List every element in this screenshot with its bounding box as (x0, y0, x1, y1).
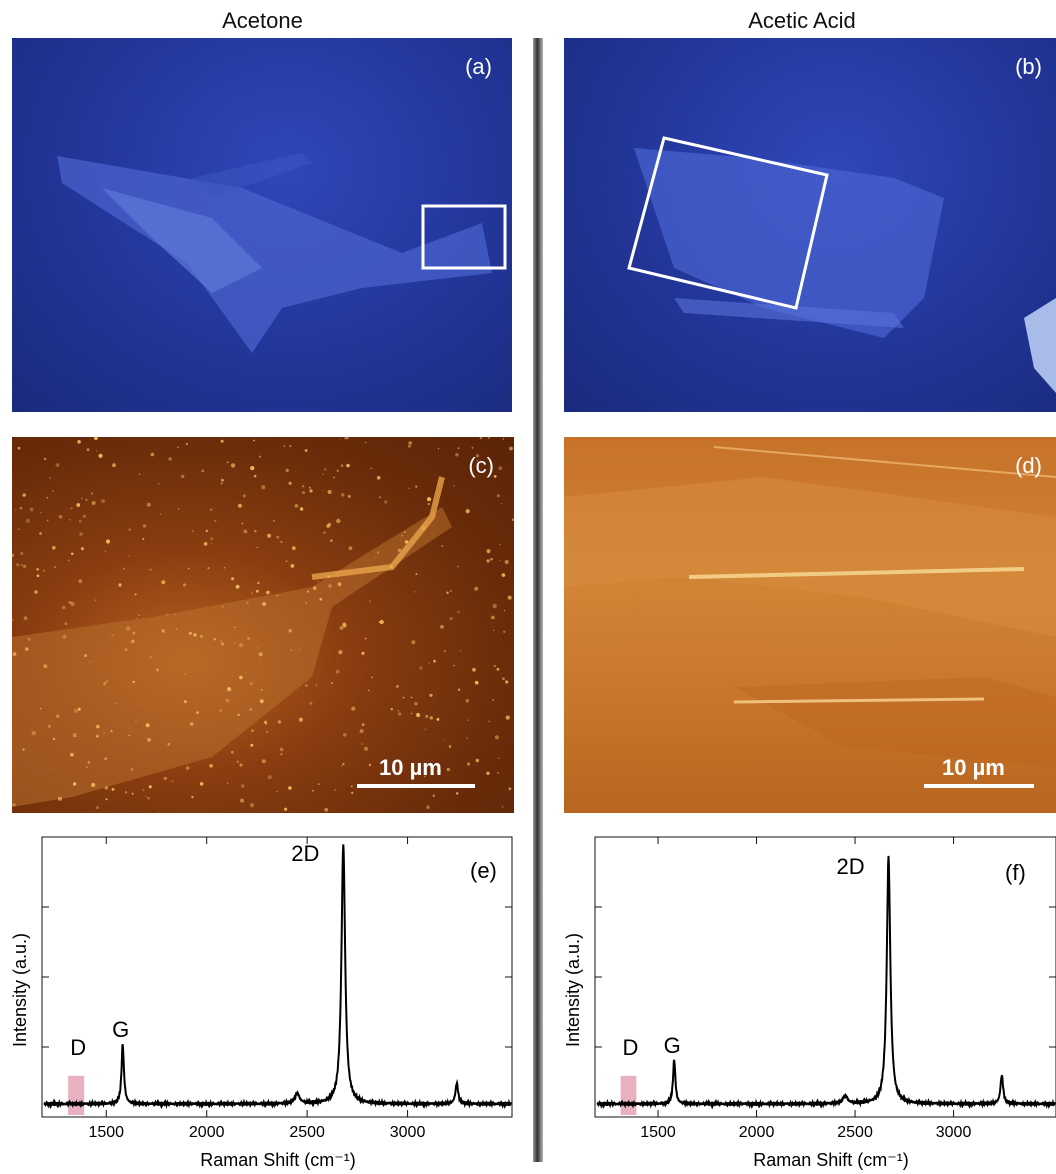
panel-label-f: (f) (1005, 860, 1026, 885)
raman-chart-f: Intensity (a.u.) Raman Shift (cm⁻¹) (f) … (563, 836, 1056, 1170)
x-tick-label: 2000 (189, 1124, 225, 1141)
panel-a-optical-image: (a) (12, 38, 512, 412)
peak-label-2d: 2D (291, 841, 319, 866)
plot-frame (41, 836, 513, 1118)
scale-bar-label-c: 10 µm (379, 755, 442, 780)
panel-label-c: (c) (468, 453, 494, 478)
flake-image-b (627, 136, 1056, 393)
peak-label-d: D (70, 1035, 86, 1060)
x-tick-label: 2000 (739, 1124, 775, 1141)
panel-label-a: (a) (465, 54, 492, 79)
afm-flake-d (564, 446, 1056, 767)
panel-label-e: (e) (470, 858, 497, 883)
panel-label-d: (d) (1015, 453, 1042, 478)
zoom-box-b (627, 136, 829, 310)
x-axis-label-e: Raman Shift (cm⁻¹) (200, 1150, 356, 1170)
y-axis-label-e: Intensity (a.u.) (10, 933, 30, 1047)
peak-label-2d: 2D (836, 854, 864, 879)
raman-chart-e: Intensity (a.u.) Raman Shift (cm⁻¹) (e) … (10, 836, 513, 1170)
spectrum-line (596, 855, 1056, 1110)
panel-label-b: (b) (1015, 54, 1042, 79)
flake-image-a (57, 153, 507, 353)
afm-flake-c (12, 437, 514, 813)
column-divider (533, 38, 543, 1162)
plot-frame (594, 836, 1056, 1118)
d-band-region (68, 1075, 85, 1115)
scale-bar-c (357, 784, 475, 788)
x-tick-label: 3000 (936, 1124, 972, 1141)
scale-bar-d (924, 784, 1034, 788)
peak-label-g: G (112, 1017, 129, 1042)
d-band-region (620, 1075, 637, 1115)
y-axis-label-f: Intensity (a.u.) (563, 933, 583, 1047)
x-tick-label: 2500 (289, 1124, 325, 1141)
x-tick-label: 3000 (390, 1124, 426, 1141)
panel-c-afm-image: (c) 10 µm (12, 437, 514, 813)
spectrum-line (43, 844, 512, 1110)
x-tick-label: 1500 (640, 1124, 676, 1141)
scale-bar-label-d: 10 µm (942, 755, 1005, 780)
x-axis-label-f: Raman Shift (cm⁻¹) (753, 1150, 909, 1170)
panel-d-afm-image: (d) 10 µm (564, 437, 1056, 813)
panel-b-optical-image: (b) (564, 38, 1056, 412)
x-tick-label: 2500 (837, 1124, 873, 1141)
zoom-box-a (421, 204, 507, 270)
x-tick-label: 1500 (88, 1124, 124, 1141)
peak-label-g: G (664, 1033, 681, 1058)
peak-label-d: D (623, 1035, 639, 1060)
column-title-acetone: Acetone (222, 8, 303, 33)
column-title-acetic-acid: Acetic Acid (748, 8, 856, 33)
